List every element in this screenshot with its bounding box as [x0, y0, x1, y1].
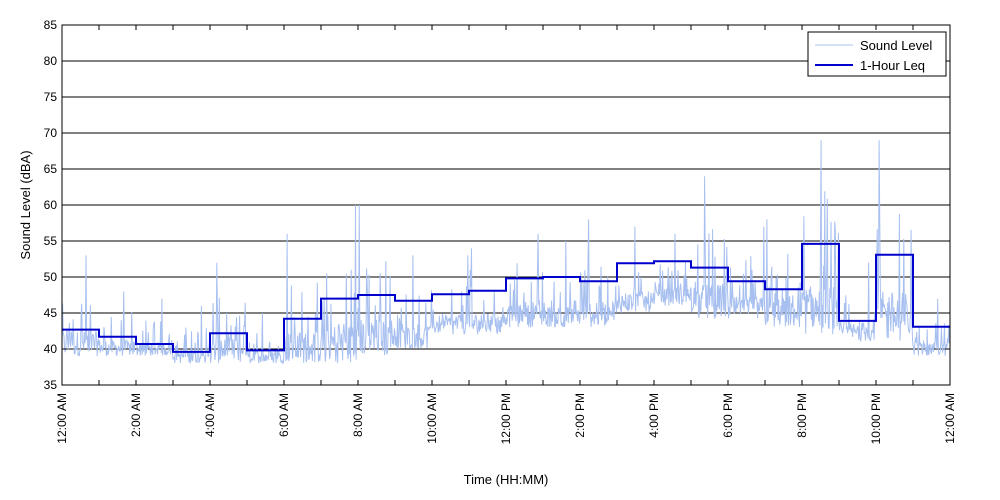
y-tick-label: 35	[44, 378, 58, 392]
leq-step-line	[62, 242, 950, 353]
x-tick-label: 4:00 PM	[647, 393, 661, 438]
y-tick-label: 65	[44, 162, 58, 176]
x-tick-label: 10:00 AM	[425, 393, 439, 444]
y-tick-label: 80	[44, 54, 58, 68]
x-tick-labels: 12:00 AM 2:00 AM 4:00 AM 6:00 AM 8:00 AM 10:0…	[55, 393, 957, 444]
y-tick-labels: 35 40 45 50 55 60 65 70 75 80 85	[44, 18, 58, 392]
y-tick-label: 85	[44, 18, 58, 32]
x-tick-label: 10:00 PM	[869, 393, 883, 444]
y-tick-label: 55	[44, 234, 58, 248]
x-tick-label: 6:00 AM	[277, 393, 291, 437]
x-tick-label: 12:00 PM	[499, 393, 513, 444]
leq-series	[62, 242, 950, 353]
y-axis-label: Sound Level (dBA)	[18, 150, 33, 259]
legend-label-sound-level: Sound Level	[860, 38, 932, 53]
x-tick-label: 4:00 AM	[203, 393, 217, 437]
x-tick-label: 2:00 AM	[129, 393, 143, 437]
y-tick-label: 40	[44, 342, 58, 356]
axis-ticks	[61, 24, 951, 386]
x-tick-label: 12:00 AM	[943, 393, 957, 444]
legend: Sound Level 1-Hour Leq	[807, 31, 947, 77]
legend-label-leq: 1-Hour Leq	[860, 58, 925, 73]
y-tick-label: 70	[44, 126, 58, 140]
y-tick-label: 75	[44, 90, 58, 104]
y-tick-label: 60	[44, 198, 58, 212]
x-tick-label: 6:00 PM	[721, 393, 735, 438]
x-tick-label: 8:00 PM	[795, 393, 809, 438]
x-tick-label: 8:00 AM	[351, 393, 365, 437]
y-tick-label: 50	[44, 270, 58, 284]
x-tick-label: 2:00 PM	[573, 393, 587, 438]
y-tick-label: 45	[44, 306, 58, 320]
x-axis-label: Time (HH:MM)	[464, 472, 549, 487]
x-tick-label: 12:00 AM	[55, 393, 69, 444]
legend-box	[807, 31, 947, 77]
